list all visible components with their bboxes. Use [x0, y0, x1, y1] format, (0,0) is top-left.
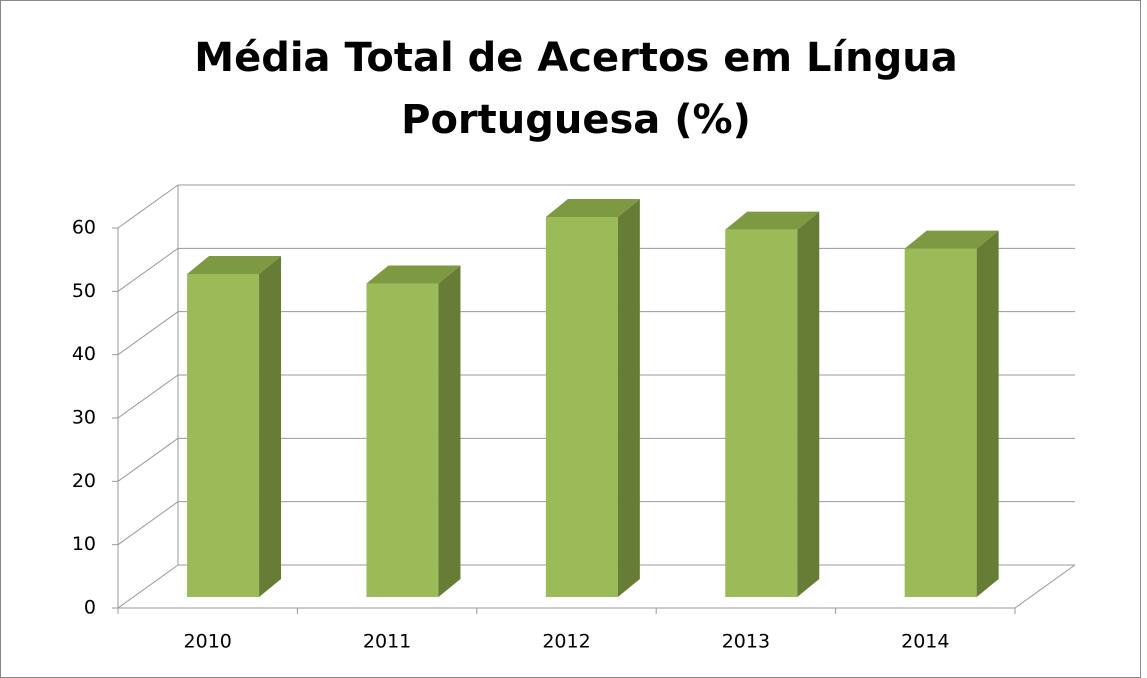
y-tick-label: 10 — [72, 533, 96, 555]
bar-top — [545, 198, 640, 217]
bar — [366, 265, 461, 597]
grid-line — [117, 374, 179, 419]
y-tick-label: 20 — [72, 470, 96, 492]
bar-side — [976, 230, 999, 597]
bar — [904, 230, 999, 597]
bar — [725, 211, 820, 597]
bar-top — [187, 255, 282, 274]
x-tick-label: 2012 — [542, 631, 590, 653]
grid-line — [117, 564, 179, 609]
x-tick-label: 2011 — [363, 631, 411, 653]
y-tick-label: 40 — [72, 343, 96, 365]
grid-line — [117, 184, 179, 229]
y-tick-label: 30 — [72, 407, 96, 429]
y-tick-label: 60 — [72, 217, 96, 239]
bar — [545, 198, 640, 597]
x-tick-label: 2010 — [184, 631, 232, 653]
bar-front — [366, 283, 439, 597]
grid-line — [117, 311, 179, 356]
axis-line — [1014, 564, 1076, 609]
chart-title: Média Total de Acertos em Língua — [194, 35, 957, 81]
bar-top — [904, 230, 999, 249]
bar-front — [187, 273, 260, 597]
bar-top — [366, 265, 461, 284]
bar — [187, 255, 282, 597]
bar-top — [725, 211, 820, 230]
y-tick-label: 0 — [84, 597, 96, 619]
bar-side — [797, 211, 820, 597]
bar-front — [904, 248, 977, 597]
y-tick-label: 50 — [72, 280, 96, 302]
bar-side — [259, 255, 282, 597]
bar-front — [725, 229, 798, 597]
x-tick-label: 2013 — [722, 631, 770, 653]
bar-front — [545, 216, 618, 597]
grid-line — [117, 437, 179, 482]
chart-title: Portuguesa (%) — [401, 97, 751, 143]
bar-side — [438, 265, 461, 597]
grid-line — [117, 247, 179, 292]
bar-side — [617, 198, 640, 597]
x-tick-label: 2014 — [901, 631, 949, 653]
grid-line — [117, 501, 179, 546]
